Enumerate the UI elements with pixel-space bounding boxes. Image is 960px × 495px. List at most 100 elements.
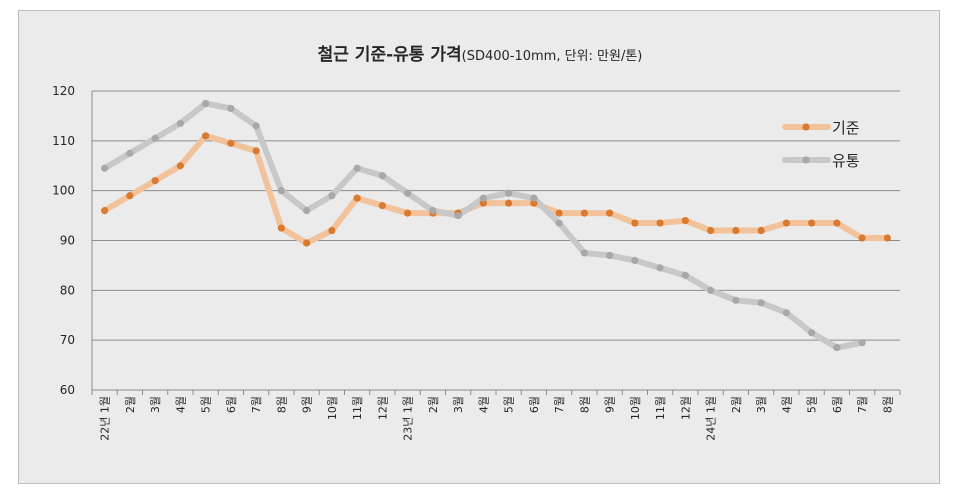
data-point-유통: [656, 264, 664, 272]
data-point-기준: [227, 139, 235, 147]
y-tick-label: 80: [60, 283, 75, 297]
x-tick-label: 3월: [149, 396, 162, 413]
data-point-기준: [580, 209, 588, 217]
y-tick-label: 100: [52, 184, 75, 198]
data-point-유통: [151, 134, 159, 142]
x-tick-label: 8월: [578, 396, 591, 413]
legend-marker-유통: [802, 156, 810, 164]
data-point-유통: [681, 271, 689, 279]
data-point-유통: [757, 299, 765, 307]
x-tick-label: 12월: [376, 396, 389, 420]
data-point-기준: [732, 226, 740, 235]
data-point-유통: [631, 256, 639, 265]
series-line-기준: [101, 132, 891, 246]
x-tick-label: 2월: [124, 396, 137, 413]
data-point-기준: [176, 162, 184, 170]
grid-lines: [91, 90, 900, 391]
data-point-유통: [353, 164, 361, 172]
data-point-기준: [883, 234, 891, 242]
y-tick-label: 90: [60, 234, 75, 248]
data-point-유통: [782, 309, 790, 317]
x-tick-label: 5월: [806, 396, 819, 413]
data-point-기준: [782, 219, 790, 227]
x-tick-label: 10월: [629, 396, 642, 420]
x-tick-label: 8월: [881, 396, 894, 413]
x-tick-label: 23년 1월: [402, 396, 415, 441]
data-point-유통: [176, 119, 184, 127]
data-point-기준: [757, 226, 765, 235]
chart-title-sub: (SD400-10mm, 단위: 만원/톤): [462, 49, 643, 64]
data-point-유통: [328, 192, 336, 200]
data-point-유통: [580, 249, 588, 257]
data-point-유통: [555, 219, 563, 227]
data-point-기준: [101, 207, 109, 215]
x-tick-label: 3월: [452, 396, 465, 413]
data-point-유통: [227, 104, 235, 113]
data-point-유통: [530, 194, 538, 202]
data-point-기준: [252, 147, 260, 155]
x-tick-label: 11월: [351, 396, 364, 420]
x-tick-label: 6월: [528, 396, 541, 413]
chart-title-main: 철근 기준-유통 가격: [318, 45, 462, 65]
data-point-기준: [505, 199, 513, 207]
data-point-기준: [353, 194, 361, 202]
data-point-유통: [606, 251, 614, 260]
legend-label-유통: 유통: [832, 152, 860, 170]
y-tick-label: 60: [60, 383, 75, 397]
y-tick-label: 110: [52, 134, 75, 148]
x-tick-label: 7월: [553, 396, 566, 413]
y-tick-label: 70: [60, 333, 75, 347]
data-point-유통: [202, 99, 210, 108]
data-point-유통: [404, 189, 412, 197]
legend-label-기준: 기준: [832, 119, 860, 137]
x-tick-label: 2월: [427, 396, 440, 413]
data-point-유통: [126, 149, 134, 157]
data-point-유통: [277, 187, 285, 195]
data-point-기준: [858, 234, 866, 242]
x-tick-label: 24년 1월: [705, 396, 718, 441]
x-tick-label: 4월: [780, 396, 793, 413]
x-tick-label: 8월: [275, 396, 288, 413]
series-layer: [101, 99, 891, 352]
x-tick-label: 7월: [856, 396, 869, 413]
data-point-기준: [126, 192, 134, 200]
x-tick-label: 5월: [200, 396, 213, 413]
data-point-기준: [656, 219, 664, 227]
data-point-유통: [252, 122, 260, 130]
data-point-유통: [833, 344, 841, 352]
x-tick-label: 12월: [679, 396, 692, 420]
x-tick-label: 11월: [654, 396, 667, 420]
chart-frame: [18, 10, 940, 484]
x-tick-label: 5월: [503, 396, 516, 413]
x-tick-label: 7월: [250, 396, 263, 413]
data-point-기준: [707, 226, 715, 235]
data-point-기준: [808, 219, 816, 227]
data-point-유통: [429, 207, 437, 215]
data-point-기준: [833, 219, 841, 227]
x-tick-label: 2월: [730, 396, 743, 413]
x-tick-label: 4월: [477, 396, 490, 413]
data-point-기준: [555, 209, 563, 217]
data-point-기준: [378, 202, 386, 210]
data-point-기준: [479, 199, 487, 207]
x-tick-label: 9월: [301, 396, 314, 413]
x-tick-label: 6월: [225, 396, 238, 413]
data-point-기준: [328, 226, 336, 235]
x-axis-ticks: 22년 1월 2월 3월 4월 5월 6월 7월 8월 9월 10월 11월 12월 23년 1월 2월 3…: [91, 390, 901, 441]
data-point-유통: [707, 286, 715, 294]
data-point-기준: [606, 209, 614, 217]
data-point-유통: [858, 339, 866, 347]
data-point-유통: [505, 189, 513, 197]
x-tick-label: 22년 1월: [99, 396, 112, 441]
data-point-유통: [732, 296, 740, 304]
x-tick-label: 6월: [831, 396, 844, 413]
data-point-기준: [404, 209, 412, 217]
x-tick-label: 10월: [326, 396, 339, 420]
legend-marker-기준: [802, 123, 810, 131]
data-point-유통: [101, 164, 109, 172]
data-point-기준: [681, 216, 689, 225]
data-point-유통: [303, 207, 311, 215]
data-point-기준: [151, 177, 159, 185]
